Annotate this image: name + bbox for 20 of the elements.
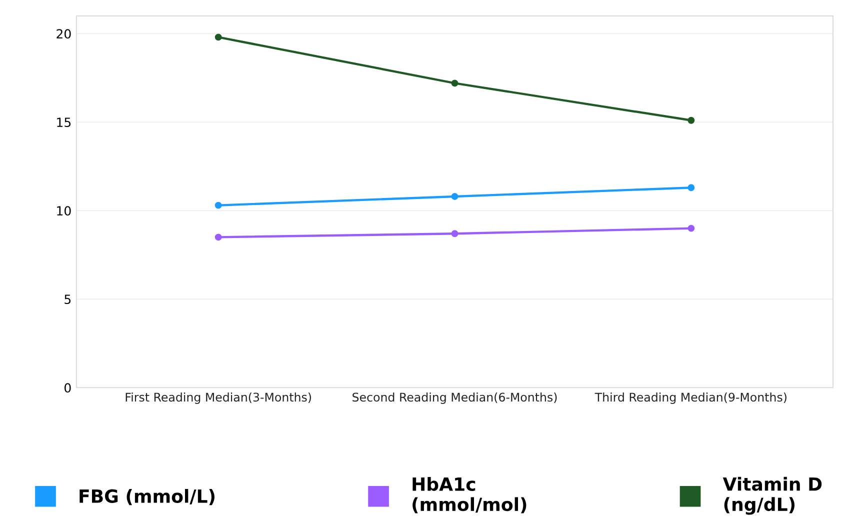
point xyxy=(214,202,222,209)
y-tick-label: 10 xyxy=(57,206,71,216)
point xyxy=(451,80,458,87)
x-tick-label: Third Reading Median(9-Months) xyxy=(594,392,786,404)
point xyxy=(451,230,458,238)
x-tick-label: First Reading Median(3-Months) xyxy=(126,392,312,404)
point xyxy=(214,34,222,41)
y-tick-label: 20 xyxy=(56,29,71,39)
legend-label: Vitamin D (ng/dL) xyxy=(722,476,822,515)
point xyxy=(688,116,695,124)
point xyxy=(688,224,695,232)
point xyxy=(451,192,458,200)
point xyxy=(688,184,695,192)
point xyxy=(214,234,222,241)
legend-label: FBG (mmol/L) xyxy=(80,488,214,506)
y-tick-label: 15 xyxy=(57,118,71,128)
x-tick-label: Second Reading Median(6-Months) xyxy=(352,392,557,404)
legend-label: HbA1c (mmol/mol) xyxy=(412,476,526,514)
y-tick-label: 0 xyxy=(64,383,71,393)
y-tick-label: 5 xyxy=(64,294,71,304)
